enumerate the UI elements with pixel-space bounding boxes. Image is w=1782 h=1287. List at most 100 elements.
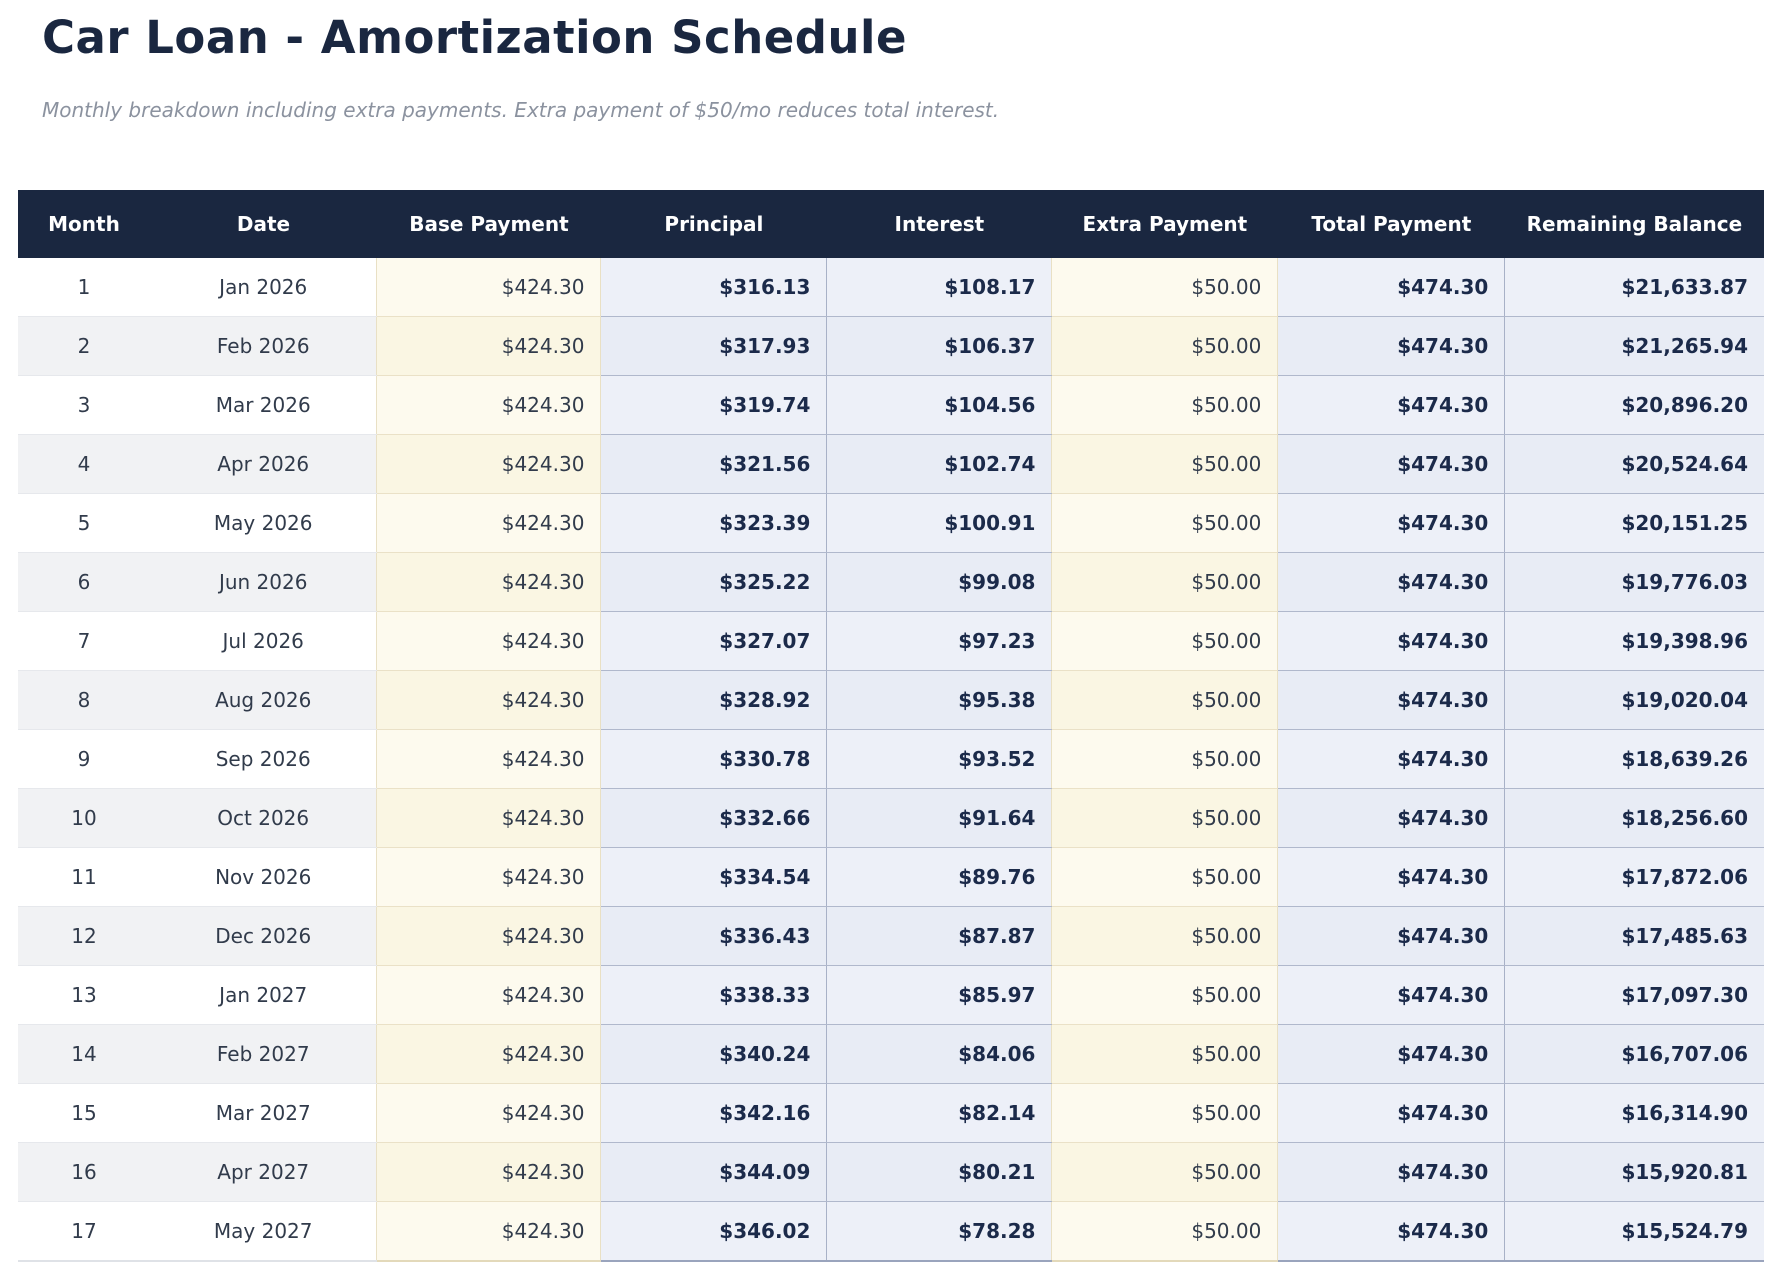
cell-remaining_balance: $21,633.87 xyxy=(1504,257,1764,317)
column-header-month: Month xyxy=(18,189,150,258)
table-row: 2 Feb 2026 $424.30 $317.93 $106.37 $50.00 $474… xyxy=(18,316,1764,376)
cell-remaining_balance: $18,639.26 xyxy=(1504,729,1764,789)
table-row: 11 Nov 2026 $424.30 $334.54 $89.76 $50.00 $474… xyxy=(18,847,1764,907)
cell-extra_payment: $50.00 xyxy=(1051,906,1279,966)
cell-remaining_balance: $20,151.25 xyxy=(1504,493,1764,553)
cell-extra_payment: $50.00 xyxy=(1051,552,1279,612)
cell-remaining_balance: $18,256.60 xyxy=(1504,788,1764,848)
cell-month: 9 xyxy=(18,729,150,789)
cell-base_payment: $424.30 xyxy=(376,375,602,435)
column-header-remaining_balance: Remaining Balance xyxy=(1504,189,1764,258)
cell-date: May 2027 xyxy=(149,1201,377,1262)
cell-principal: $327.07 xyxy=(600,611,827,671)
cell-date: May 2026 xyxy=(149,493,377,553)
cell-base_payment: $424.30 xyxy=(376,670,602,730)
cell-month: 11 xyxy=(18,847,150,907)
cell-remaining_balance: $20,896.20 xyxy=(1504,375,1764,435)
cell-base_payment: $424.30 xyxy=(376,434,602,494)
cell-date: Aug 2026 xyxy=(149,670,377,730)
cell-month: 7 xyxy=(18,611,150,671)
cell-month: 4 xyxy=(18,434,150,494)
page-title: Car Loan - Amortization Schedule xyxy=(42,11,907,64)
cell-total_payment: $474.30 xyxy=(1277,611,1505,671)
cell-date: Jan 2027 xyxy=(149,965,377,1025)
cell-remaining_balance: $17,485.63 xyxy=(1504,906,1764,966)
table-row: 8 Aug 2026 $424.30 $328.92 $95.38 $50.00 $474.… xyxy=(18,670,1764,730)
cell-total_payment: $474.30 xyxy=(1277,316,1505,376)
cell-extra_payment: $50.00 xyxy=(1051,1201,1279,1262)
cell-interest: $93.52 xyxy=(826,729,1052,789)
table-row: 9 Sep 2026 $424.30 $330.78 $93.52 $50.00 $474.… xyxy=(18,729,1764,789)
cell-total_payment: $474.30 xyxy=(1277,847,1505,907)
cell-total_payment: $474.30 xyxy=(1277,729,1505,789)
cell-month: 16 xyxy=(18,1142,150,1202)
cell-remaining_balance: $17,097.30 xyxy=(1504,965,1764,1025)
cell-total_payment: $474.30 xyxy=(1277,257,1505,317)
cell-remaining_balance: $19,020.04 xyxy=(1504,670,1764,730)
amortization-table: Month Date Base Payment Principal Interest Ex… xyxy=(18,189,1764,1262)
cell-remaining_balance: $15,920.81 xyxy=(1504,1142,1764,1202)
page-subtitle: Monthly breakdown including extra paymen… xyxy=(42,97,1000,122)
cell-month: 2 xyxy=(18,316,150,376)
table-row: 7 Jul 2026 $424.30 $327.07 $97.23 $50.00 $474.… xyxy=(18,611,1764,671)
cell-date: Mar 2026 xyxy=(149,375,377,435)
cell-extra_payment: $50.00 xyxy=(1051,316,1279,376)
cell-interest: $82.14 xyxy=(826,1083,1052,1143)
cell-month: 14 xyxy=(18,1024,150,1084)
cell-interest: $87.87 xyxy=(826,906,1052,966)
cell-interest: $108.17 xyxy=(826,257,1052,317)
table-row: 1 Jan 2026 $424.30 $316.13 $108.17 $50.00 $474… xyxy=(18,257,1764,317)
table-row: 17 May 2027 $424.30 $346.02 $78.28 $50.00 $474… xyxy=(18,1201,1764,1262)
cell-principal: $338.33 xyxy=(600,965,827,1025)
cell-base_payment: $424.30 xyxy=(376,788,602,848)
cell-total_payment: $474.30 xyxy=(1277,1024,1505,1084)
cell-remaining_balance: $19,776.03 xyxy=(1504,552,1764,612)
cell-base_payment: $424.30 xyxy=(376,1142,602,1202)
table-header-row: Month Date Base Payment Principal Interest Ex… xyxy=(18,189,1764,258)
cell-extra_payment: $50.00 xyxy=(1051,847,1279,907)
cell-base_payment: $424.30 xyxy=(376,729,602,789)
cell-extra_payment: $50.00 xyxy=(1051,257,1279,317)
cell-date: Apr 2027 xyxy=(149,1142,377,1202)
cell-date: Mar 2027 xyxy=(149,1083,377,1143)
cell-total_payment: $474.30 xyxy=(1277,1083,1505,1143)
cell-remaining_balance: $16,314.90 xyxy=(1504,1083,1764,1143)
cell-base_payment: $424.30 xyxy=(376,493,602,553)
cell-date: Oct 2026 xyxy=(149,788,377,848)
page: Car Loan - Amortization Schedule Monthly… xyxy=(0,12,1782,1262)
cell-principal: $325.22 xyxy=(600,552,827,612)
cell-total_payment: $474.30 xyxy=(1277,1142,1505,1202)
cell-remaining_balance: $21,265.94 xyxy=(1504,316,1764,376)
cell-total_payment: $474.30 xyxy=(1277,375,1505,435)
cell-extra_payment: $50.00 xyxy=(1051,434,1279,494)
cell-month: 3 xyxy=(18,375,150,435)
cell-principal: $346.02 xyxy=(600,1201,827,1262)
cell-remaining_balance: $15,524.79 xyxy=(1504,1201,1764,1262)
table-row: 4 Apr 2026 $424.30 $321.56 $102.74 $50.00 $474… xyxy=(18,434,1764,494)
cell-extra_payment: $50.00 xyxy=(1051,493,1279,553)
table-row: 15 Mar 2027 $424.30 $342.16 $82.14 $50.00 $474… xyxy=(18,1083,1764,1143)
cell-total_payment: $474.30 xyxy=(1277,434,1505,494)
cell-base_payment: $424.30 xyxy=(376,316,602,376)
cell-interest: $85.97 xyxy=(826,965,1052,1025)
cell-total_payment: $474.30 xyxy=(1277,1201,1505,1262)
cell-total_payment: $474.30 xyxy=(1277,906,1505,966)
table-row: 13 Jan 2027 $424.30 $338.33 $85.97 $50.00 $474… xyxy=(18,965,1764,1025)
cell-principal: $317.93 xyxy=(600,316,827,376)
cell-date: Feb 2027 xyxy=(149,1024,377,1084)
cell-remaining_balance: $20,524.64 xyxy=(1504,434,1764,494)
cell-date: Nov 2026 xyxy=(149,847,377,907)
table-body: 1 Jan 2026 $424.30 $316.13 $108.17 $50.00 $474… xyxy=(18,257,1764,1262)
cell-base_payment: $424.30 xyxy=(376,906,602,966)
cell-base_payment: $424.30 xyxy=(376,257,602,317)
cell-principal: $323.39 xyxy=(600,493,827,553)
cell-principal: $330.78 xyxy=(600,729,827,789)
cell-principal: $342.16 xyxy=(600,1083,827,1143)
cell-principal: $334.54 xyxy=(600,847,827,907)
cell-date: Jan 2026 xyxy=(149,257,377,317)
cell-interest: $91.64 xyxy=(826,788,1052,848)
cell-interest: $104.56 xyxy=(826,375,1052,435)
cell-interest: $84.06 xyxy=(826,1024,1052,1084)
cell-base_payment: $424.30 xyxy=(376,552,602,612)
cell-month: 15 xyxy=(18,1083,150,1143)
